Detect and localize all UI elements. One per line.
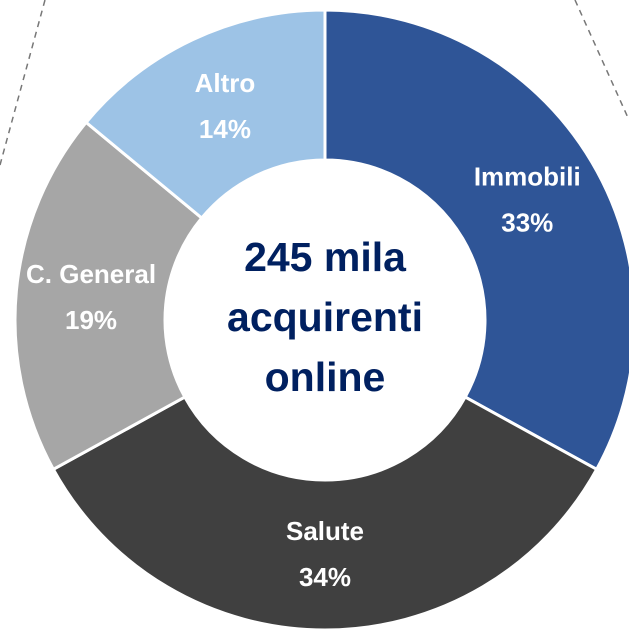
- slice-value: 19%: [65, 305, 117, 335]
- decor-line: [574, 0, 629, 121]
- decor-line: [0, 0, 46, 166]
- slice-label: Immobili: [474, 161, 581, 191]
- center-text: online: [265, 354, 386, 400]
- slice-label: C. General: [26, 259, 156, 289]
- center-text: 245 mila: [244, 234, 407, 280]
- center-text: acquirenti: [227, 294, 423, 340]
- slice: [13, 120, 204, 472]
- slice-value: 34%: [299, 562, 351, 592]
- slice: [84, 8, 327, 221]
- slice-label: Altro: [195, 68, 256, 98]
- slice: [51, 395, 599, 629]
- slice-value: 14%: [199, 114, 251, 144]
- slice: [323, 8, 629, 472]
- slice-label: Salute: [286, 516, 364, 546]
- slice-value: 33%: [501, 207, 553, 237]
